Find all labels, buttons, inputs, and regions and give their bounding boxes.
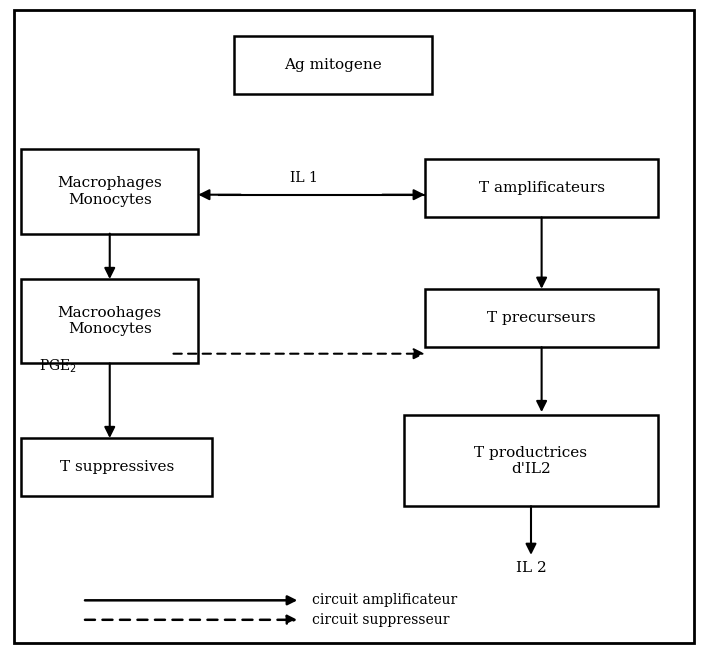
Text: T productrices
d'IL2: T productrices d'IL2 <box>474 446 588 476</box>
FancyBboxPatch shape <box>404 415 658 506</box>
FancyBboxPatch shape <box>425 159 658 217</box>
Text: circuit amplificateur: circuit amplificateur <box>312 593 457 607</box>
FancyBboxPatch shape <box>21 438 212 496</box>
Text: Ag mitogene: Ag mitogene <box>284 58 382 72</box>
Text: PGE$_2$: PGE$_2$ <box>39 358 77 375</box>
Text: T amplificateurs: T amplificateurs <box>479 181 605 195</box>
Text: IL 2: IL 2 <box>515 561 547 575</box>
FancyBboxPatch shape <box>21 149 198 234</box>
FancyBboxPatch shape <box>21 279 198 363</box>
Text: T precurseurs: T precurseurs <box>487 311 596 325</box>
Text: Macroohages
Monocytes: Macroohages Monocytes <box>57 306 162 336</box>
FancyBboxPatch shape <box>234 36 432 94</box>
Text: Macrophages
Monocytes: Macrophages Monocytes <box>57 177 162 206</box>
FancyBboxPatch shape <box>425 289 658 347</box>
Text: IL 1: IL 1 <box>290 171 318 185</box>
Text: circuit suppresseur: circuit suppresseur <box>312 613 449 627</box>
Text: T suppressives: T suppressives <box>59 460 174 474</box>
